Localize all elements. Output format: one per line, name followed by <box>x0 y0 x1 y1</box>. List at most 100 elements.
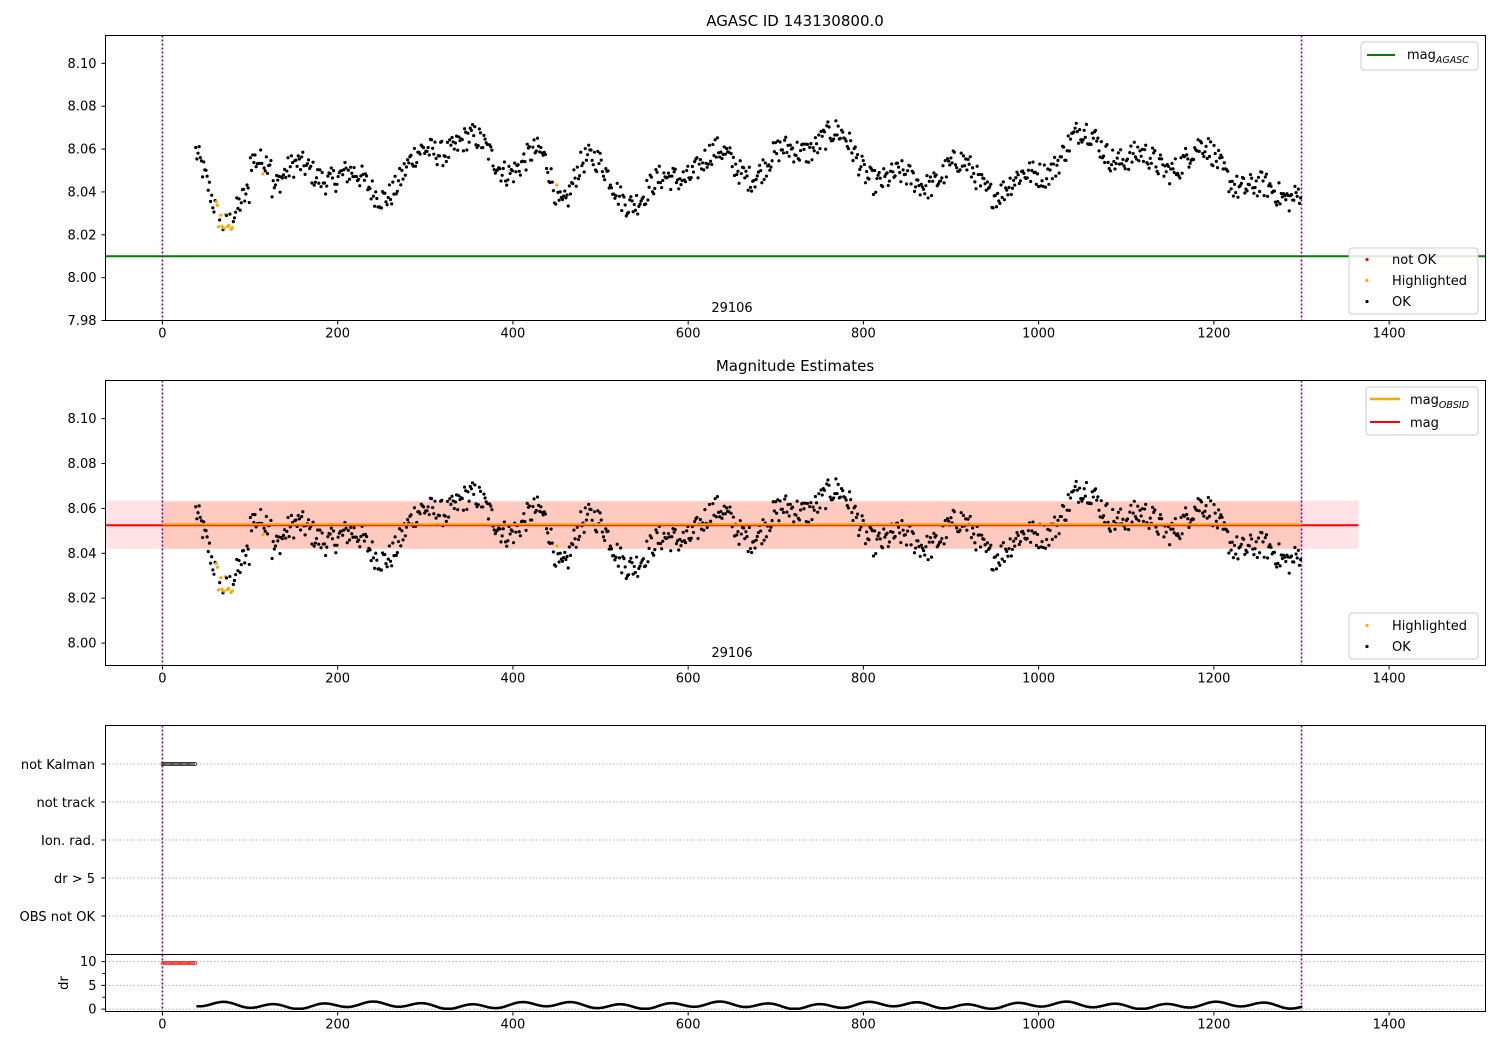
estimate-point-ok <box>702 528 706 532</box>
estimate-point-ok <box>477 485 481 489</box>
agasc-point-ok <box>360 164 364 168</box>
estimate-point-highlighted <box>222 589 226 593</box>
agasc-point-ok <box>1187 165 1191 169</box>
agasc-point-ok <box>1056 158 1060 162</box>
agasc-point-ok <box>1226 169 1230 173</box>
dr-xtick-label-0: 0 <box>158 1018 166 1033</box>
agasc-point-ok <box>1082 128 1086 132</box>
agasc-point-ok <box>1083 135 1087 139</box>
estimate-point-ok <box>204 529 208 533</box>
agasc-point-ok <box>1119 148 1123 152</box>
estimate-point-highlighted <box>215 565 219 569</box>
agasc-point-ok <box>780 148 784 152</box>
agasc-point-ok <box>292 175 296 179</box>
agasc-point-ok <box>1258 189 1262 194</box>
estimate-point-ok <box>1043 546 1048 550</box>
agasc-point-ok <box>418 152 422 156</box>
agasc-point-ok <box>453 141 458 145</box>
agasc-point-ok <box>942 181 946 185</box>
agasc-point-ok <box>462 127 467 131</box>
estimate-point-ok <box>853 504 857 508</box>
agasc-point-ok <box>1276 199 1280 204</box>
estimate-point-ok <box>713 497 717 501</box>
flag-point-not-kalman <box>193 762 198 766</box>
agasc-point-ok <box>1051 162 1056 166</box>
estimate-point-ok <box>1260 531 1264 535</box>
agasc-point-ok <box>735 172 739 177</box>
agasc-point-ok <box>1220 155 1224 160</box>
agasc-point-ok <box>1182 154 1187 159</box>
agasc-point-ok <box>305 162 309 166</box>
agasc-point-ok <box>965 168 969 172</box>
agasc-point-ok <box>1205 156 1209 160</box>
estimate-point-ok <box>630 561 634 565</box>
estimate-point-ok <box>639 561 643 565</box>
estimate-point-ok <box>349 525 353 530</box>
agasc-point-ok <box>1221 167 1225 171</box>
estimate-point-ok <box>1232 543 1237 548</box>
estimate-point-ok <box>822 488 827 492</box>
estimate-point-ok <box>693 519 697 524</box>
agasc-point-ok <box>745 174 749 178</box>
estimate-point-ok <box>624 576 628 581</box>
estimate-point-ok <box>323 553 328 558</box>
agasc-title: AGASC ID 143130800.0 <box>706 12 884 30</box>
agasc-point-highlighted <box>216 225 221 229</box>
estimate-point-ok <box>481 505 485 509</box>
estimate-point-ok <box>753 546 757 550</box>
estimate-point-ok <box>919 543 923 547</box>
agasc-point-ok <box>391 180 395 184</box>
estimate-point-ok <box>614 555 618 559</box>
estimate-point-ok <box>1297 563 1302 567</box>
agasc-point-ok <box>896 165 901 169</box>
estimate-point-ok <box>286 515 290 520</box>
agasc-point-highlighted <box>261 172 265 176</box>
agasc-point-highlighted <box>227 223 231 228</box>
agasc-point-ok <box>534 149 538 153</box>
agasc-point-ok <box>846 147 851 151</box>
agasc-point-ok <box>855 152 860 157</box>
agasc-point-ok <box>523 160 527 164</box>
estimate-point-ok <box>445 499 450 504</box>
agasc-point-ok <box>876 173 880 177</box>
agasc-point-ok <box>444 159 448 164</box>
agasc-point-ok <box>708 159 713 163</box>
agasc-point-ok <box>818 147 822 151</box>
estimate-point-ok <box>1172 531 1176 535</box>
agasc-point-ok <box>1191 157 1196 162</box>
agasc-point-ok <box>465 148 469 152</box>
agasc-point-ok <box>1099 140 1103 144</box>
agasc-point-ok <box>448 138 452 142</box>
estimate-point-ok <box>1253 547 1257 551</box>
agasc-point-ok <box>1052 155 1057 159</box>
agasc-point-ok <box>742 166 746 170</box>
estimate-point-ok <box>427 512 431 517</box>
estimate-point-ok <box>1295 556 1299 560</box>
agasc-point-ok <box>318 168 322 172</box>
estimate-point-ok <box>359 534 363 539</box>
agasc-ytick-label-8.1: 8.10 <box>68 57 97 72</box>
agasc-point-ok <box>413 164 418 168</box>
estimate-point-ok <box>1111 507 1115 512</box>
estimate-point-ok <box>343 520 347 525</box>
agasc-point-ok <box>1186 157 1190 161</box>
estimate-point-ok <box>838 495 843 499</box>
estimate-point-ok <box>453 500 458 504</box>
agasc-point-ok <box>666 171 671 175</box>
agasc-point-ok <box>939 179 943 183</box>
estimate-point-ok <box>724 506 729 510</box>
agasc-point-ok <box>238 208 242 212</box>
agasc-point-ok <box>827 125 831 129</box>
agasc-point-ok <box>1005 188 1009 192</box>
estimate-point-ok <box>342 528 346 532</box>
estimate-point-ok <box>873 529 877 533</box>
agasc-point-ok <box>794 153 798 158</box>
agasc-point-ok <box>445 140 450 144</box>
agasc-point-ok <box>887 179 892 183</box>
agasc-point-ok <box>1073 126 1077 130</box>
agasc-point-ok <box>1213 151 1217 156</box>
estimate-point-ok <box>1075 488 1079 492</box>
estimate-point-ok <box>677 548 681 552</box>
estimate-point-ok <box>247 562 251 567</box>
estimate-point-ok <box>592 510 597 514</box>
